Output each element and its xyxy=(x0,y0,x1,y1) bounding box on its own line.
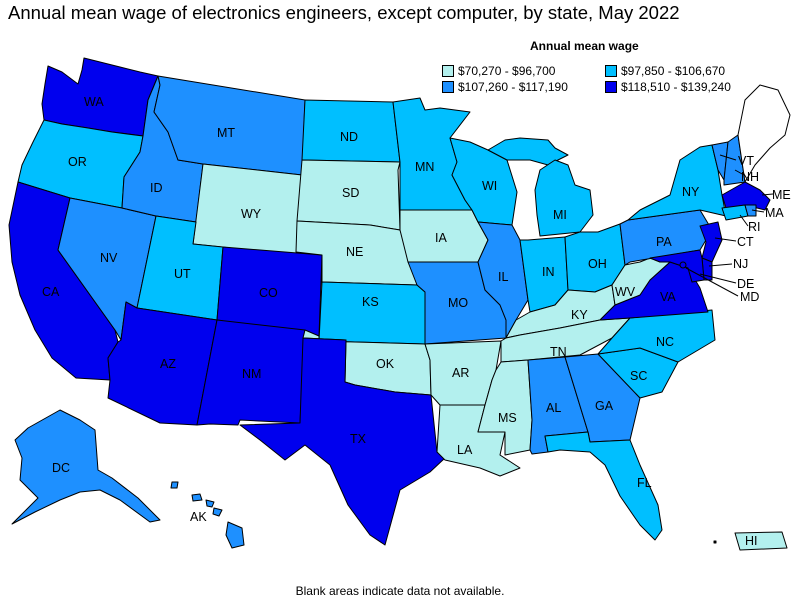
state-ri[interactable] xyxy=(744,204,757,217)
state-label: IA xyxy=(435,231,447,245)
state-label: RI xyxy=(748,220,761,234)
state-ks[interactable] xyxy=(318,281,426,345)
state-me[interactable] xyxy=(737,84,791,183)
state-tx[interactable] xyxy=(239,337,446,546)
state-dc[interactable] xyxy=(679,261,687,269)
state-label: NM xyxy=(242,367,261,381)
state-label: MN xyxy=(415,160,434,174)
state-il[interactable] xyxy=(477,221,529,339)
state-label: ME xyxy=(772,188,791,202)
state-label: MT xyxy=(217,126,235,140)
legend-title: Annual mean wage xyxy=(530,39,639,53)
state-label: AL xyxy=(546,401,561,415)
state-label: NV xyxy=(100,251,118,265)
state-label: AR xyxy=(452,366,469,380)
state-label: VA xyxy=(660,290,676,304)
legend-swatch xyxy=(442,81,454,93)
state-label: NH xyxy=(741,170,759,184)
state-ak[interactable] xyxy=(11,409,161,525)
state-label: TX xyxy=(350,432,367,446)
state-label: ID xyxy=(150,181,163,195)
state-label: AK xyxy=(190,510,207,524)
state-label: WV xyxy=(615,285,636,299)
state-label: OR xyxy=(68,155,87,169)
state-label: AZ xyxy=(160,357,176,371)
leader-dc xyxy=(685,267,739,297)
state-label: NE xyxy=(346,245,363,259)
leader-nj xyxy=(714,237,737,242)
state-label: CA xyxy=(42,285,60,299)
leader-nh xyxy=(734,169,745,176)
state-label: OK xyxy=(376,357,395,371)
state-label: UT xyxy=(174,267,191,281)
legend-item-tier-4: $118,510 - $139,240 xyxy=(605,80,731,94)
state-md[interactable] xyxy=(649,249,705,283)
state-label: DC xyxy=(52,461,70,475)
legend-item-tier-3: $107,260 - $117,190 xyxy=(442,80,568,94)
state-label: NC xyxy=(656,335,674,349)
legend-label: $97,850 - $106,670 xyxy=(621,64,726,78)
legend-label: $118,510 - $139,240 xyxy=(621,80,731,94)
state-label: SD xyxy=(342,186,359,200)
leader-vt xyxy=(719,154,737,161)
state-labels: WA OR CA NV ID MT WY UT AZ CO NM ND SD N… xyxy=(42,95,791,548)
state-label: CO xyxy=(259,286,278,300)
state-label: CT xyxy=(737,235,754,249)
state-mi[interactable] xyxy=(534,159,594,237)
state-label: MI xyxy=(553,208,567,222)
state-label: VT xyxy=(738,154,754,168)
map-title: Annual mean wage of electronics engineer… xyxy=(8,2,680,23)
state-label: TN xyxy=(550,345,567,359)
state-pr[interactable] xyxy=(734,531,788,551)
state-ct[interactable] xyxy=(721,204,749,221)
state-label: WA xyxy=(84,95,104,109)
state-label: NJ xyxy=(733,257,748,271)
footnote: Blank areas indicate data not available. xyxy=(295,584,505,598)
state-label: IL xyxy=(498,270,508,284)
state-label: MO xyxy=(448,296,468,310)
legend-label: $107,260 - $117,190 xyxy=(458,80,568,94)
state-ny[interactable] xyxy=(627,144,727,221)
legend-item-tier-1: $70,270 - $96,700 xyxy=(442,64,555,78)
state-label: MA xyxy=(765,206,784,220)
legend-item-tier-2: $97,850 - $106,670 xyxy=(605,64,725,78)
state-mi-upper[interactable] xyxy=(487,137,569,166)
leader-md xyxy=(699,273,737,284)
leader-ma xyxy=(761,193,774,196)
state-nc[interactable] xyxy=(597,309,716,363)
state-label: WI xyxy=(482,179,497,193)
pr-islet xyxy=(713,540,717,544)
state-label: IN xyxy=(542,265,555,279)
state-label: MS xyxy=(498,411,517,425)
state-label: WY xyxy=(241,207,262,221)
leader-ri xyxy=(751,209,765,213)
state-label: GA xyxy=(595,399,614,413)
state-label: MD xyxy=(740,290,759,304)
state-hi[interactable] xyxy=(170,481,245,549)
state-label: LA xyxy=(457,443,473,457)
state-label: PA xyxy=(656,235,672,249)
legend-swatch xyxy=(442,65,454,77)
legend-label: $70,270 - $96,700 xyxy=(458,64,556,78)
state-label: NY xyxy=(682,185,700,199)
state-label: OH xyxy=(588,257,607,271)
state-label: DE xyxy=(737,277,754,291)
leader-ct xyxy=(739,214,749,227)
state-label: FL xyxy=(637,476,652,490)
state-label: KS xyxy=(362,295,379,309)
legend-swatch xyxy=(605,81,617,93)
state-fl[interactable] xyxy=(544,431,663,541)
legend-swatch xyxy=(605,65,617,77)
state-label: KY xyxy=(571,308,588,322)
state-label: ND xyxy=(340,130,358,144)
state-label: HI xyxy=(745,534,758,548)
leader-de xyxy=(708,263,733,267)
state-label: SC xyxy=(630,369,647,383)
